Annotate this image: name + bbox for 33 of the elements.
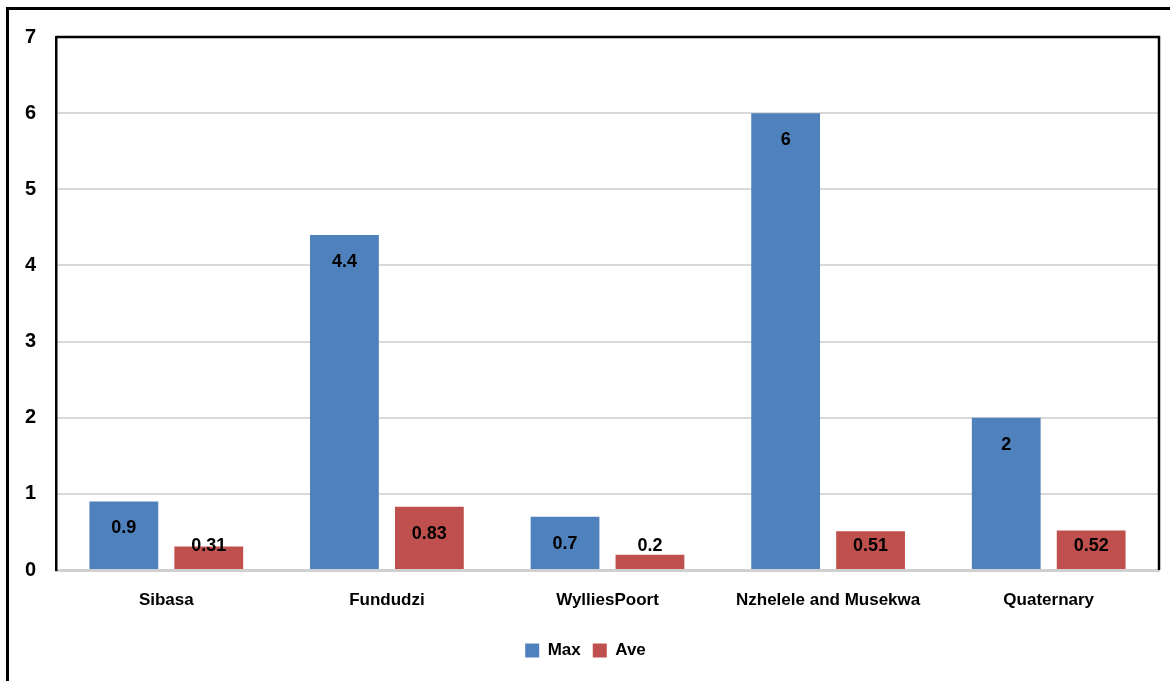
bar xyxy=(836,531,905,569)
bar xyxy=(615,554,685,569)
bar xyxy=(751,113,821,569)
legend-label: Ave xyxy=(615,640,646,660)
y-tick-label: 3 xyxy=(24,329,36,352)
data-label: 2 xyxy=(1001,433,1012,454)
bar xyxy=(394,506,464,569)
data-label: 0.9 xyxy=(111,517,137,538)
x-tick-label: Sibasa xyxy=(138,589,195,609)
x-tick-label: Quaternary xyxy=(1003,589,1095,609)
y-tick-label: 2 xyxy=(24,405,36,428)
y-tick-label: 5 xyxy=(24,176,36,199)
bar xyxy=(310,234,379,569)
data-label: 6 xyxy=(780,129,791,150)
y-tick-label: 1 xyxy=(24,481,36,504)
x-tick-label: WylliesPoort xyxy=(556,589,660,609)
data-label: 0.52 xyxy=(1073,534,1109,555)
data-label: 0.2 xyxy=(637,534,663,555)
y-tick-label: 4 xyxy=(24,252,37,275)
x-tick-label: Fundudzi xyxy=(349,589,425,609)
y-tick-label: 0 xyxy=(24,557,36,580)
data-label: 4.4 xyxy=(331,250,357,271)
y-tick-label: 6 xyxy=(24,100,36,123)
data-label: 0.83 xyxy=(411,522,447,543)
legend-label: Max xyxy=(547,640,582,660)
x-tick-label: Nzhelele and Musekwa xyxy=(735,589,921,609)
bar xyxy=(530,516,600,569)
bar xyxy=(971,417,1041,569)
bar xyxy=(89,501,159,569)
y-tick-label: 7 xyxy=(24,24,36,47)
data-label: 0.7 xyxy=(552,532,578,553)
bar xyxy=(1056,530,1126,569)
data-label: 0.51 xyxy=(853,534,889,555)
